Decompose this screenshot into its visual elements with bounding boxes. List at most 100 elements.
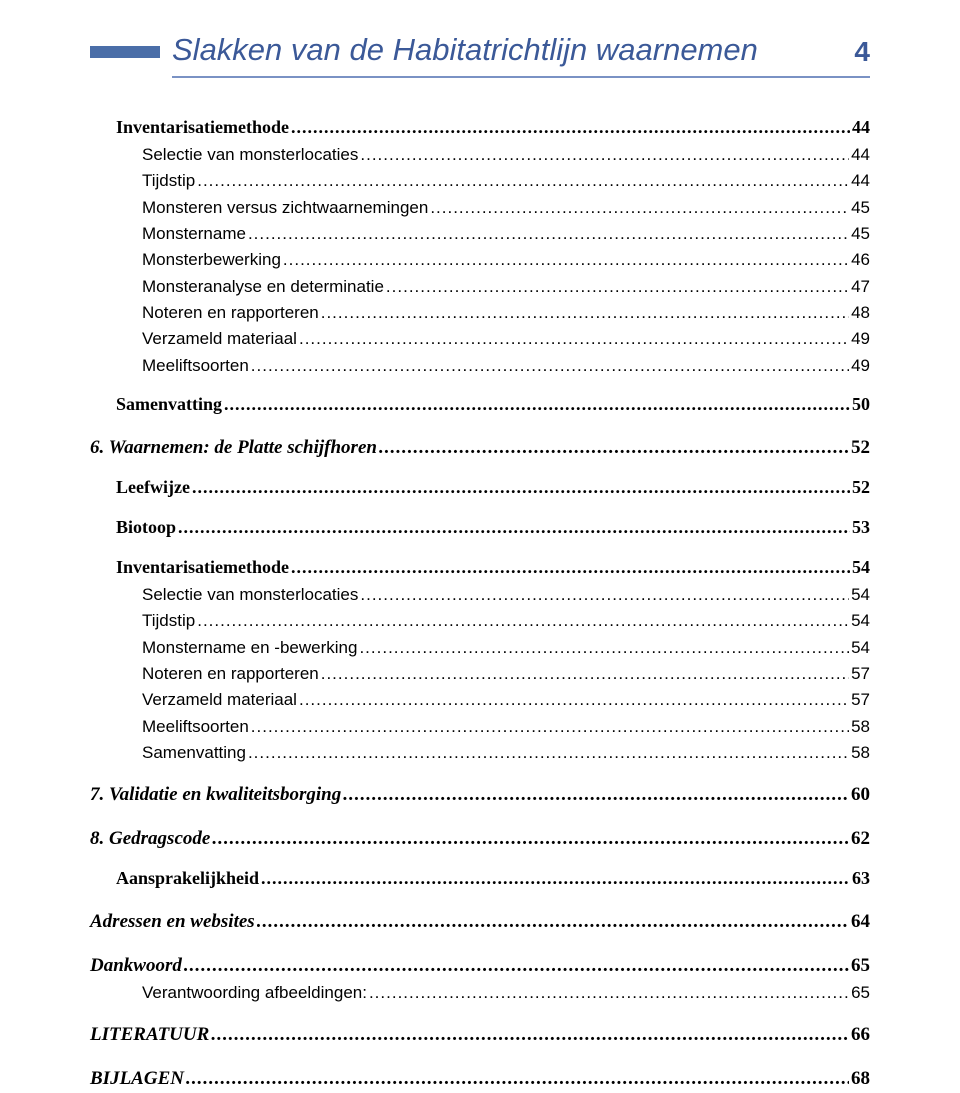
toc-leader-dots: [212, 824, 849, 853]
header-accent-bar: [90, 46, 160, 58]
toc-leader-dots: [261, 865, 850, 893]
toc-entry-page: 48: [851, 300, 870, 326]
toc-entry-label: BIJLAGEN: [90, 1064, 184, 1093]
toc-leader-dots: [430, 195, 849, 221]
toc-entry-label: Selectie van monsterlocaties: [142, 582, 358, 608]
toc-entry-page: 62: [851, 824, 870, 853]
toc-entry: LITERATUUR 66: [90, 1020, 870, 1049]
toc-entry: Noteren en rapporteren 57: [142, 661, 870, 687]
toc-entry-label: Monsteren versus zichtwaarnemingen: [142, 195, 428, 221]
toc-entry-page: 54: [851, 608, 870, 634]
toc-entry-page: 50: [852, 391, 870, 419]
toc-leader-dots: [251, 714, 849, 740]
toc-entry-label: Noteren en rapporteren: [142, 661, 319, 687]
toc-entry-label: Tijdstip: [142, 608, 195, 634]
toc-entry: Dankwoord 65: [90, 951, 870, 980]
toc-entry-label: Verzameld materiaal: [142, 326, 297, 352]
toc-leader-dots: [299, 687, 849, 713]
toc-entry: Verantwoording afbeeldingen: 65: [142, 980, 870, 1006]
toc-entry: 7. Validatie en kwaliteitsborging 60: [90, 780, 870, 809]
toc-entry-label: Monstername: [142, 221, 246, 247]
toc-entry: BIJLAGEN 68: [90, 1064, 870, 1093]
toc-entry-page: 53: [852, 514, 870, 542]
toc-entry-label: Samenvatting: [142, 740, 246, 766]
toc-entry: Samenvatting 50: [116, 391, 870, 419]
toc-leader-dots: [369, 980, 849, 1006]
toc-leader-dots: [360, 582, 849, 608]
toc-entry: Meeliftsoorten 58: [142, 714, 870, 740]
toc-entry-label: Dankwoord: [90, 951, 182, 980]
toc-entry-page: 54: [852, 554, 870, 582]
toc-entry: Noteren en rapporteren 48: [142, 300, 870, 326]
toc-entry: 8. Gedragscode 62: [90, 824, 870, 853]
toc-entry-label: Inventarisatiemethode: [116, 114, 289, 142]
toc-entry-page: 44: [851, 142, 870, 168]
toc-leader-dots: [197, 608, 849, 634]
toc-leader-dots: [321, 300, 849, 326]
toc-entry-label: Samenvatting: [116, 391, 222, 419]
toc-leader-dots: [283, 247, 849, 273]
toc-entry-label: Monsterbewerking: [142, 247, 281, 273]
toc-leader-dots: [359, 635, 849, 661]
toc-entry-page: 68: [851, 1064, 870, 1093]
toc-entry-label: 8. Gedragscode: [90, 824, 210, 853]
toc-entry-label: Tijdstip: [142, 168, 195, 194]
toc-entry-label: Adressen en websites: [90, 907, 255, 936]
toc-leader-dots: [386, 274, 849, 300]
toc-entry-label: Aansprakelijkheid: [116, 865, 259, 893]
toc-entry-page: 52: [851, 433, 870, 462]
toc-leader-dots: [291, 114, 850, 142]
toc-leader-dots: [360, 142, 849, 168]
table-of-contents: Inventarisatiemethode 44 Selectie van mon…: [90, 114, 870, 1093]
toc-leader-dots: [379, 433, 849, 462]
toc-entry-page: 46: [851, 247, 870, 273]
toc-entry-page: 44: [852, 114, 870, 142]
toc-entry: Tijdstip 54: [142, 608, 870, 634]
toc-entry-page: 54: [851, 582, 870, 608]
toc-leader-dots: [197, 168, 849, 194]
toc-entry: Biotoop 53: [116, 514, 870, 542]
toc-entry: Leefwijze 52: [116, 474, 870, 502]
toc-entry-page: 52: [852, 474, 870, 502]
toc-entry-page: 45: [851, 195, 870, 221]
toc-entry-label: Verzameld materiaal: [142, 687, 297, 713]
toc-entry: Monstername en -bewerking 54: [142, 635, 870, 661]
toc-entry-label: Inventarisatiemethode: [116, 554, 289, 582]
toc-entry: Samenvatting 58: [142, 740, 870, 766]
toc-entry-page: 44: [851, 168, 870, 194]
toc-entry: 6. Waarnemen: de Platte schijfhoren 52: [90, 433, 870, 462]
toc-entry-page: 58: [851, 740, 870, 766]
toc-entry: Tijdstip 44: [142, 168, 870, 194]
toc-leader-dots: [343, 780, 849, 809]
toc-entry-label: Leefwijze: [116, 474, 190, 502]
toc-entry-page: 65: [851, 951, 870, 980]
toc-entry: Adressen en websites 64: [90, 907, 870, 936]
toc-entry-page: 49: [851, 353, 870, 379]
toc-entry-page: 60: [851, 780, 870, 809]
toc-entry-page: 57: [851, 661, 870, 687]
toc-leader-dots: [211, 1020, 849, 1049]
toc-entry: Monstername 45: [142, 221, 870, 247]
toc-leader-dots: [178, 514, 850, 542]
toc-leader-dots: [224, 391, 850, 419]
toc-entry-label: LITERATUUR: [90, 1020, 209, 1049]
toc-leader-dots: [291, 554, 850, 582]
toc-entry: Monsteranalyse en determinatie 47: [142, 274, 870, 300]
toc-entry-label: Biotoop: [116, 514, 176, 542]
toc-entry-page: 49: [851, 326, 870, 352]
toc-entry-page: 58: [851, 714, 870, 740]
toc-leader-dots: [299, 326, 849, 352]
toc-entry: Meeliftsoorten 49: [142, 353, 870, 379]
toc-entry-page: 65: [851, 980, 870, 1006]
toc-leader-dots: [184, 951, 849, 980]
toc-leader-dots: [248, 740, 849, 766]
toc-entry-label: Noteren en rapporteren: [142, 300, 319, 326]
toc-entry-page: 47: [851, 274, 870, 300]
toc-leader-dots: [186, 1064, 849, 1093]
page-header: Slakken van de Habitatrichtlijn waarneme…: [90, 32, 870, 68]
toc-leader-dots: [257, 907, 849, 936]
toc-leader-dots: [321, 661, 849, 687]
toc-entry-page: 54: [851, 635, 870, 661]
toc-leader-dots: [248, 221, 849, 247]
toc-entry: Verzameld materiaal 57: [142, 687, 870, 713]
